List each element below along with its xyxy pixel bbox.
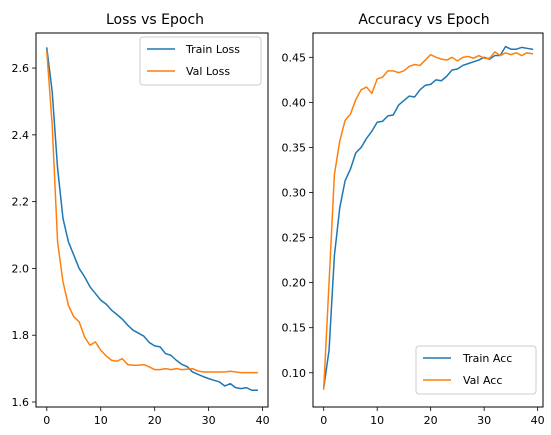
loss-ytick-label: 1.8 xyxy=(12,329,30,342)
loss-ytick-label: 2.6 xyxy=(12,62,30,75)
accuracy-xtick-label: 0 xyxy=(320,414,327,427)
accuracy-axes-frame xyxy=(312,32,544,408)
accuracy-ytick-label: 0.20 xyxy=(282,277,307,290)
accuracy-xtick-label: 20 xyxy=(424,414,438,427)
accuracy-xtick-label: 10 xyxy=(370,414,384,427)
accuracy-ytick-label: 0.45 xyxy=(282,51,307,64)
loss-ytick-label: 2.2 xyxy=(12,196,30,209)
loss-chart-title: Loss vs Epoch xyxy=(106,12,204,28)
accuracy-xtick-label: 40 xyxy=(531,414,545,427)
legend-val-loss-label: Val Loss xyxy=(186,65,230,78)
loss-series-val-loss xyxy=(45,50,258,374)
loss-ytick-label: 2.4 xyxy=(12,129,30,142)
legend-train-acc-label: Train Acc xyxy=(462,352,512,365)
accuracy-xtick-label: 30 xyxy=(477,414,491,427)
accuracy-ytick-label: 0.40 xyxy=(282,96,307,109)
loss-xtick-label: 20 xyxy=(148,414,162,427)
loss-ytick-label: 1.6 xyxy=(12,396,30,409)
loss-axes-frame xyxy=(35,32,269,408)
loss-chart: Loss vs Epoch 0 10 20 30 40 1.6 1.8 2.0 2.2 2.4 2.… xyxy=(12,12,270,427)
accuracy-series-val-acc xyxy=(322,51,534,390)
legend-train-loss-label: Train Loss xyxy=(185,43,240,56)
loss-xtick-label: 10 xyxy=(94,414,108,427)
accuracy-chart-title: Accuracy vs Epoch xyxy=(358,12,489,28)
accuracy-legend: Train Acc Val Acc xyxy=(415,345,537,395)
loss-xtick-label: 40 xyxy=(256,414,270,427)
accuracy-ticks: 0 10 20 30 40 0.10 0.15 0.20 0.25 0.30 0.35 0.40 0.4… xyxy=(282,51,545,427)
accuracy-ytick-label: 0.25 xyxy=(282,232,307,245)
accuracy-ytick-label: 0.15 xyxy=(282,322,307,335)
loss-ytick-label: 2.0 xyxy=(12,262,30,275)
loss-xtick-label: 30 xyxy=(202,414,216,427)
loss-ticks: 0 10 20 30 40 1.6 1.8 2.0 2.2 2.4 2.6 xyxy=(12,62,270,427)
accuracy-series-train-acc xyxy=(322,45,534,389)
accuracy-ytick-label: 0.35 xyxy=(282,141,307,154)
legend-val-acc-label: Val Acc xyxy=(463,374,502,387)
loss-legend: Train Loss Val Loss xyxy=(139,36,262,86)
accuracy-ytick-label: 0.10 xyxy=(282,367,307,380)
accuracy-ytick-label: 0.30 xyxy=(282,187,307,200)
loss-series-train-loss xyxy=(45,47,258,392)
loss-xtick-label: 0 xyxy=(43,414,50,427)
accuracy-chart: Accuracy vs Epoch 0 10 20 30 400.100.150.200… xyxy=(282,12,545,427)
accuracy-lines xyxy=(322,45,534,390)
loss-lines xyxy=(45,47,258,392)
